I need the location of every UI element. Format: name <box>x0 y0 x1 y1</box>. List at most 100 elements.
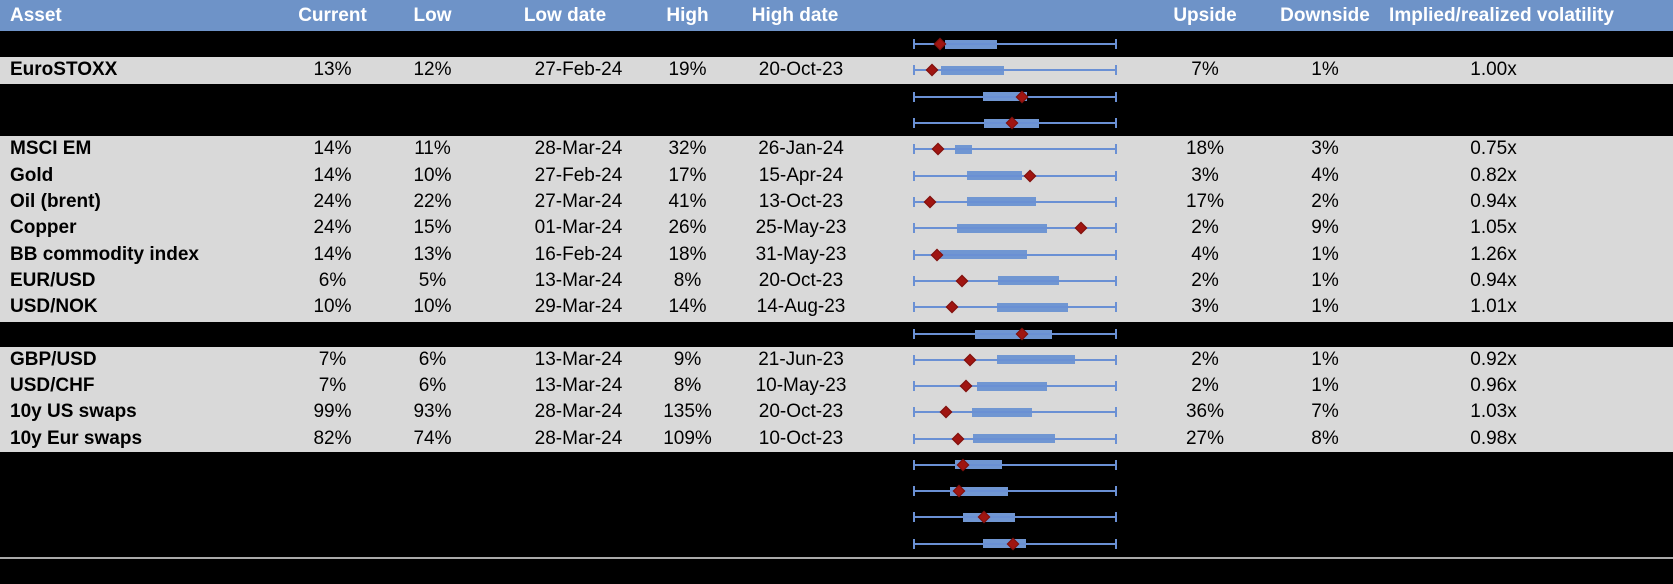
spacer-row <box>0 478 1673 505</box>
table-row-copper: Copper 24% 15% 01-Mar-24 26% 25-May-23 2% 9% 1.0… <box>0 215 1673 242</box>
cell-implied: 1.26x <box>1470 243 1517 265</box>
whisker-line <box>913 69 1117 72</box>
whisker-cap-right <box>1115 39 1117 50</box>
column-header-low_date: Low date <box>523 4 607 26</box>
cell-implied: 1.03x <box>1470 401 1517 423</box>
whisker-cap-left <box>913 486 915 497</box>
whisker-cap-right <box>1115 275 1117 286</box>
whisker-line <box>913 385 1117 387</box>
cell-high: 135% <box>663 401 712 423</box>
whisker-cap-left <box>913 65 915 76</box>
whisker-cap-left <box>913 459 915 470</box>
table-row-msci-em: MSCI EM 14% 11% 28-Mar-24 32% 26-Jan-24 18% 3% 0… <box>0 136 1673 163</box>
cell-upside: 4% <box>1191 243 1219 265</box>
cell-volatility-range-chart <box>860 399 1140 425</box>
spacer-row <box>0 320 1673 347</box>
cell-volatility-range-chart <box>860 136 1140 162</box>
diamond-marker <box>1023 169 1037 182</box>
cell-downside: 1% <box>1311 59 1339 81</box>
cell-asset: 10y Eur swaps <box>10 427 143 449</box>
cell-implied: 0.92x <box>1470 348 1517 370</box>
cell-current: 24% <box>313 190 352 212</box>
whisker-cap-right <box>1115 459 1117 470</box>
cell-low: 10% <box>413 164 452 186</box>
cell-high: 32% <box>668 138 707 160</box>
diamond-marker <box>951 432 965 445</box>
cell-low_date: 13-Mar-24 <box>534 348 623 370</box>
whisker-line <box>913 463 1117 466</box>
cell-high_date: 20-Oct-23 <box>758 59 844 81</box>
whisker-cap-left <box>913 329 915 340</box>
table-row-oil-brent-: Oil (brent) 24% 22% 27-Mar-24 41% 13-Oct-23 17… <box>0 188 1673 216</box>
cell-low_date: 27-Mar-24 <box>534 190 623 212</box>
cell-high_date: 21-Jun-23 <box>758 348 844 370</box>
table-row-10y-us-swaps: 10y US swaps 99% 93% 28-Mar-24 135% 20-Oct-23… <box>0 399 1673 426</box>
cell-high_date: 15-Apr-24 <box>758 164 844 186</box>
cell-current: 24% <box>313 217 352 239</box>
cell-volatility-range-chart <box>860 322 1140 346</box>
cell-upside: 7% <box>1191 59 1219 81</box>
table-row-usd-nok: USD/NOK 10% 10% 29-Mar-24 14% 14-Aug-23 3% 1% 1.… <box>0 293 1673 321</box>
cell-low_date: 01-Mar-24 <box>534 217 623 239</box>
column-header-current: Current <box>298 4 367 26</box>
cell-high_date: 20-Oct-23 <box>758 401 844 423</box>
cell-implied: 0.96x <box>1470 375 1517 396</box>
cell-downside: 1% <box>1311 269 1339 291</box>
cell-upside: 18% <box>1185 138 1225 160</box>
cell-low: 74% <box>413 427 452 449</box>
cell-volatility-range-chart <box>860 162 1140 188</box>
column-header-upside: Upside <box>1173 4 1237 26</box>
diamond-marker <box>959 379 973 393</box>
cell-volatility-range-chart <box>860 215 1140 241</box>
whisker-line <box>913 358 1117 361</box>
cell-downside: 1% <box>1311 296 1339 318</box>
cell-volatility-range-chart <box>860 31 1140 57</box>
whisker-cap-left <box>913 538 915 549</box>
cell-volatility-range-chart <box>860 241 1140 267</box>
whisker-cap-left <box>913 170 915 181</box>
cell-upside: 3% <box>1191 296 1219 318</box>
cell-asset: EuroSTOXX <box>10 59 118 81</box>
whisker-cap-right <box>1115 196 1117 207</box>
table-row-usd-chf: USD/CHF 7% 6% 13-Mar-24 8% 10-May-23 2% 1% 0.96x <box>0 372 1673 400</box>
cell-high_date: 25-May-23 <box>755 217 847 239</box>
cell-low_date: 28-Mar-24 <box>534 401 623 423</box>
cell-implied: 0.98x <box>1470 427 1517 449</box>
diamond-marker <box>963 353 977 367</box>
cell-asset: EUR/USD <box>10 269 96 291</box>
cell-upside: 3% <box>1191 164 1219 186</box>
cell-upside: 36% <box>1185 401 1225 423</box>
cell-high_date: 14-Aug-23 <box>756 296 846 318</box>
whisker-cap-left <box>913 512 915 523</box>
whisker-cap-right <box>1115 65 1117 76</box>
cell-upside: 2% <box>1191 348 1219 370</box>
cell-implied: 1.00x <box>1470 59 1517 81</box>
whisker-line <box>913 437 1117 440</box>
whisker-line <box>913 333 1117 336</box>
cell-asset: Gold <box>10 164 54 186</box>
diamond-marker <box>923 195 937 209</box>
column-header-asset: Asset <box>10 4 62 26</box>
whisker-cap-right <box>1115 354 1117 365</box>
cell-volatility-range-chart <box>860 268 1140 294</box>
cell-low: 6% <box>418 375 447 396</box>
cell-asset: 10y US swaps <box>10 401 137 423</box>
cell-high: 8% <box>673 375 702 396</box>
table-row-eurostoxx: EuroSTOXX 13% 12% 27-Feb-24 19% 20-Oct-23 7% 1%… <box>0 57 1673 84</box>
whisker-cap-left <box>913 407 915 418</box>
cell-volatility-range-chart <box>860 84 1140 110</box>
whisker-line <box>913 227 1117 230</box>
cell-high_date: 10-Oct-23 <box>758 427 844 449</box>
diamond-marker <box>931 142 945 156</box>
cell-downside: 1% <box>1311 375 1339 396</box>
cell-implied: 0.94x <box>1470 269 1517 291</box>
whisker-cap-left <box>913 196 915 207</box>
cell-downside: 7% <box>1311 401 1339 423</box>
spacer-row <box>0 83 1673 110</box>
whisker-cap-left <box>913 302 915 313</box>
cell-low_date: 29-Mar-24 <box>534 296 623 318</box>
footer-band <box>0 556 1673 584</box>
cell-low: 13% <box>413 243 452 265</box>
cell-upside: 2% <box>1191 269 1219 291</box>
cell-low_date: 13-Mar-24 <box>534 375 623 396</box>
